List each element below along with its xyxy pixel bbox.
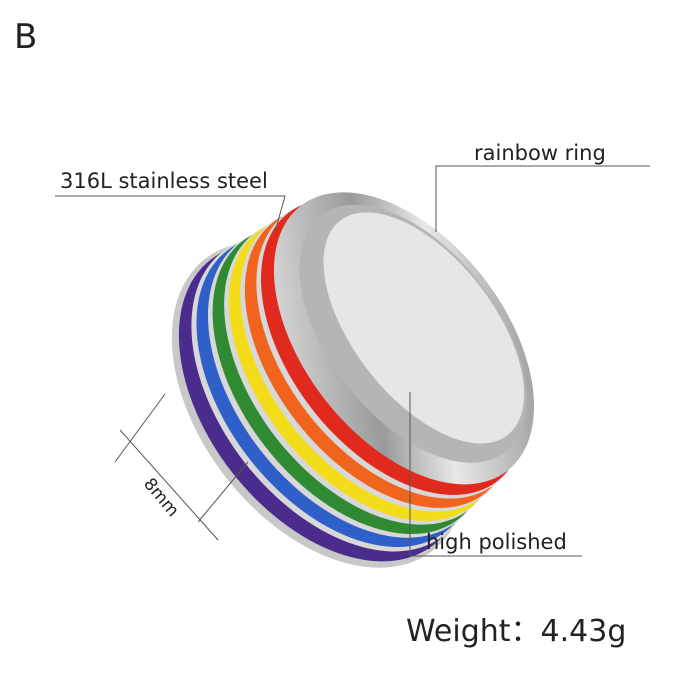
dimension-arrow: [119, 429, 219, 541]
weight-label: Weight：4.43g: [406, 614, 626, 649]
dimension-line: [114, 393, 166, 463]
callout-label: rainbow ring: [474, 141, 606, 165]
ring-inside-highlight: [323, 212, 525, 444]
callout-label: 8mm: [139, 474, 183, 521]
leader-inside: [409, 392, 582, 557]
callout-label: high polished: [426, 530, 567, 554]
leader-material: [55, 195, 286, 233]
callout-label: 316L stainless steel: [60, 169, 268, 193]
leader-lines: [55, 165, 650, 557]
ring: [171, 192, 535, 568]
dimension-line: [197, 461, 249, 523]
panel-label: B: [14, 17, 37, 57]
leader-stripes: [435, 165, 650, 232]
